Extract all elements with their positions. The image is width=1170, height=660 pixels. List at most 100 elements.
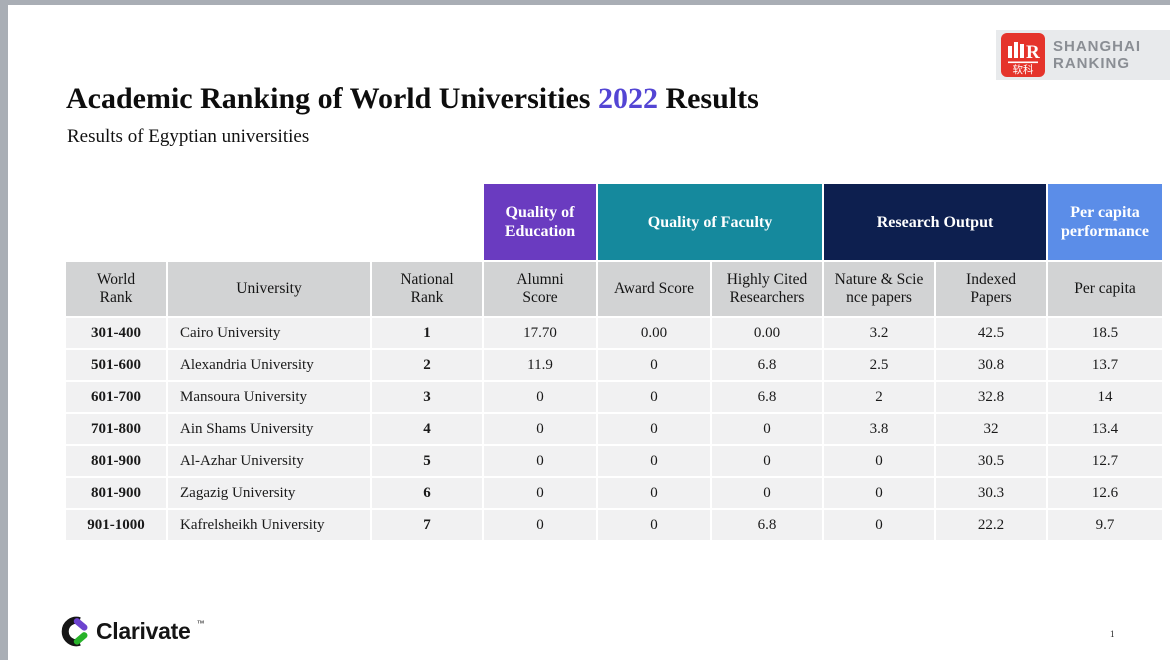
cell-r0-c0: 301-400 [66,318,166,348]
cell-r6-c6: 0 [824,510,934,540]
table-row-2: 601-700 Mansoura University 3 0 0 6.8 2 32.8 14 [66,382,1162,412]
cell-r6-c8: 9.7 [1048,510,1162,540]
cell-r6-c0: 901-1000 [66,510,166,540]
shanghai-ranking-logo: R 软科 SHANGHAI RANKING [996,30,1170,80]
cell-r0-c7: 42.5 [936,318,1046,348]
table-group-row: Quality of Education Quality of Faculty Re… [66,184,1162,260]
page-title: Academic Ranking of World Universities 2… [66,82,759,116]
page-subtitle: Results of Egyptian universities [67,126,310,147]
cell-r1-c0: 501-600 [66,350,166,380]
cell-r4-c5: 0 [712,446,822,476]
cell-r5-c0: 801-900 [66,478,166,508]
cell-r1-c6: 2.5 [824,350,934,380]
group-spacer [66,184,482,260]
table-row-1: 501-600 Alexandria University 2 11.9 0 6.8 2.5… [66,350,1162,380]
cell-r4-c4: 0 [598,446,710,476]
cell-r0-c3: 17.70 [484,318,596,348]
cell-r2-c0: 601-700 [66,382,166,412]
cell-r2-c3: 0 [484,382,596,412]
cell-r2-c2: 3 [372,382,482,412]
page-number: 1 [1110,629,1115,639]
table-row-4: 801-900 Al-Azhar University 5 0 0 0 0 30.5 12.7 [66,446,1162,476]
rankings-table: Quality of Education Quality of Faculty Re… [64,182,1164,542]
cell-r4-c2: 5 [372,446,482,476]
group-header-0: Quality of Education [484,184,596,260]
group-header-2: Research Output [824,184,1046,260]
title-prefix: Academic Ranking of World Universities [66,82,598,115]
cell-r5-c7: 30.3 [936,478,1046,508]
cell-r3-c7: 32 [936,414,1046,444]
column-header-1: University [168,262,370,316]
title-year: 2022 [597,82,658,115]
cell-r6-c4: 0 [598,510,710,540]
cell-r1-c2: 2 [372,350,482,380]
cell-r2-c4: 0 [598,382,710,412]
cell-r2-c1: Mansoura University [168,382,370,412]
cell-r3-c6: 3.8 [824,414,934,444]
cell-r3-c3: 0 [484,414,596,444]
title-suffix: Results [657,82,759,115]
column-header-6: Nature & Science papers [824,262,934,316]
clarivate-logo: Clarivate ™ [60,615,204,648]
table-header-row: World Rank University National Rank Alumni … [66,262,1162,316]
trademark-symbol: ™ [196,619,205,628]
column-header-0: World Rank [66,262,166,316]
cell-r6-c3: 0 [484,510,596,540]
table-row-6: 901-1000 Kafrelsheikh University 7 0 0 6.8 0 22… [66,510,1162,540]
cell-r2-c8: 14 [1048,382,1162,412]
table-row-0: 301-400 Cairo University 1 17.70 0.00 0.00 3.2… [66,318,1162,348]
cell-r6-c1: Kafrelsheikh University [168,510,370,540]
cell-r0-c1: Cairo University [168,318,370,348]
cell-r6-c7: 22.2 [936,510,1046,540]
group-header-3: Per capita performance [1048,184,1162,260]
cell-r3-c5: 0 [712,414,822,444]
cell-r0-c6: 3.2 [824,318,934,348]
column-header-4: Award Score [598,262,710,316]
cell-r3-c1: Ain Shams University [168,414,370,444]
cell-r5-c4: 0 [598,478,710,508]
cell-r4-c8: 12.7 [1048,446,1162,476]
ranking-word: RANKING [1053,55,1130,72]
cell-r4-c0: 801-900 [66,446,166,476]
column-header-5: Highly Cited Researchers [712,262,822,316]
cell-r5-c6: 0 [824,478,934,508]
cell-r3-c0: 701-800 [66,414,166,444]
frame-top-strip [0,0,1170,5]
cell-r1-c4: 0 [598,350,710,380]
cell-r4-c1: Al-Azhar University [168,446,370,476]
cell-r0-c8: 18.5 [1048,318,1162,348]
cell-r1-c7: 30.8 [936,350,1046,380]
cell-r3-c2: 4 [372,414,482,444]
cell-r2-c5: 6.8 [712,382,822,412]
cell-r5-c3: 0 [484,478,596,508]
shanghai-ranking-wordmark: SHANGHAI RANKING [1053,38,1141,72]
column-header-7: Indexed Papers [936,262,1046,316]
cell-r4-c6: 0 [824,446,934,476]
cell-r5-c2: 6 [372,478,482,508]
table-row-5: 801-900 Zagazig University 6 0 0 0 0 30.3 12.6 [66,478,1162,508]
cell-r0-c2: 1 [372,318,482,348]
clarivate-mark-icon [61,616,88,647]
cell-r4-c7: 30.5 [936,446,1046,476]
cell-r0-c4: 0.00 [598,318,710,348]
cell-r0-c5: 0.00 [712,318,822,348]
table-row-3: 701-800 Ain Shams University 4 0 0 0 3.8 32 13.4 [66,414,1162,444]
cell-r1-c5: 6.8 [712,350,822,380]
cell-r6-c2: 7 [372,510,482,540]
cell-r1-c3: 11.9 [484,350,596,380]
group-header-1: Quality of Faculty [598,184,822,260]
cell-r6-c5: 6.8 [712,510,822,540]
cell-r3-c8: 13.4 [1048,414,1162,444]
cell-r1-c8: 13.7 [1048,350,1162,380]
clarivate-wordmark: Clarivate [96,618,191,644]
column-header-2: National Rank [372,262,482,316]
shanghai-ranking-mark-icon: R 软科 [1001,33,1045,77]
shanghai-word: SHANGHAI [1053,38,1142,55]
cell-r5-c1: Zagazig University [168,478,370,508]
cell-r4-c3: 0 [484,446,596,476]
cell-r2-c6: 2 [824,382,934,412]
column-header-3: Alumni Score [484,262,596,316]
cell-r5-c5: 0 [712,478,822,508]
column-header-8: Per capita [1048,262,1162,316]
